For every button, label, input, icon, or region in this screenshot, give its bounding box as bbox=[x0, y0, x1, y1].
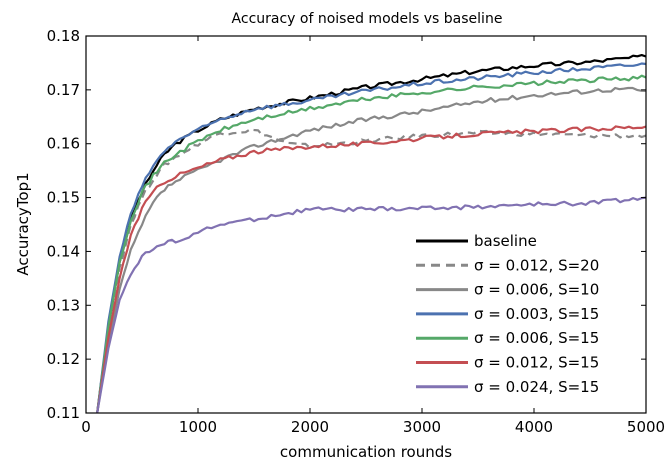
legend-label-4: σ = 0.006, S=15 bbox=[474, 329, 599, 347]
y-tick-label: 0.17 bbox=[47, 81, 80, 99]
x-tick-label: 2000 bbox=[291, 418, 329, 436]
series-lines bbox=[96, 53, 647, 414]
x-tick-label: 3000 bbox=[403, 418, 441, 436]
y-axis: 0.11 0.12 0.13 0.14 0.15 0.16 0.17 0.18 bbox=[47, 27, 646, 422]
legend-label-0: baseline bbox=[474, 232, 537, 250]
series-line-0 bbox=[96, 53, 647, 414]
x-tick-label: 4000 bbox=[515, 418, 553, 436]
x-tick-label: 1000 bbox=[179, 418, 217, 436]
series-line-6 bbox=[96, 196, 647, 414]
y-tick-label: 0.15 bbox=[47, 189, 80, 207]
x-axis-label: communication rounds bbox=[280, 443, 452, 461]
series-line-3 bbox=[96, 62, 647, 414]
y-tick-label: 0.13 bbox=[47, 296, 80, 314]
y-tick-label: 0.14 bbox=[47, 242, 80, 260]
y-tick-label: 0.12 bbox=[47, 350, 80, 368]
legend-label-2: σ = 0.006, S=10 bbox=[474, 281, 599, 299]
legend-label-5: σ = 0.012, S=15 bbox=[474, 354, 599, 372]
legend-label-3: σ = 0.003, S=15 bbox=[474, 305, 599, 323]
series-line-4 bbox=[96, 74, 647, 414]
y-tick-label: 0.11 bbox=[47, 404, 80, 422]
x-tick-label: 5000 bbox=[627, 418, 665, 436]
legend-label-6: σ = 0.024, S=15 bbox=[474, 378, 599, 396]
legend: baseline σ = 0.012, S=20 σ = 0.006, S=10 σ … bbox=[416, 232, 599, 396]
legend-label-1: σ = 0.012, S=20 bbox=[474, 256, 599, 274]
x-tick-label: 0 bbox=[81, 418, 91, 436]
y-tick-label: 0.16 bbox=[47, 135, 80, 153]
chart-title: Accuracy of noised models vs baseline bbox=[232, 11, 503, 27]
series-line-2 bbox=[96, 86, 647, 414]
x-axis: 0 1000 2000 3000 4000 5000 bbox=[81, 36, 665, 436]
series-line-5 bbox=[96, 125, 647, 414]
plot-frame bbox=[85, 35, 647, 414]
y-tick-label: 0.18 bbox=[47, 27, 80, 45]
y-axis-label: AccuracyTop1 bbox=[14, 172, 32, 275]
